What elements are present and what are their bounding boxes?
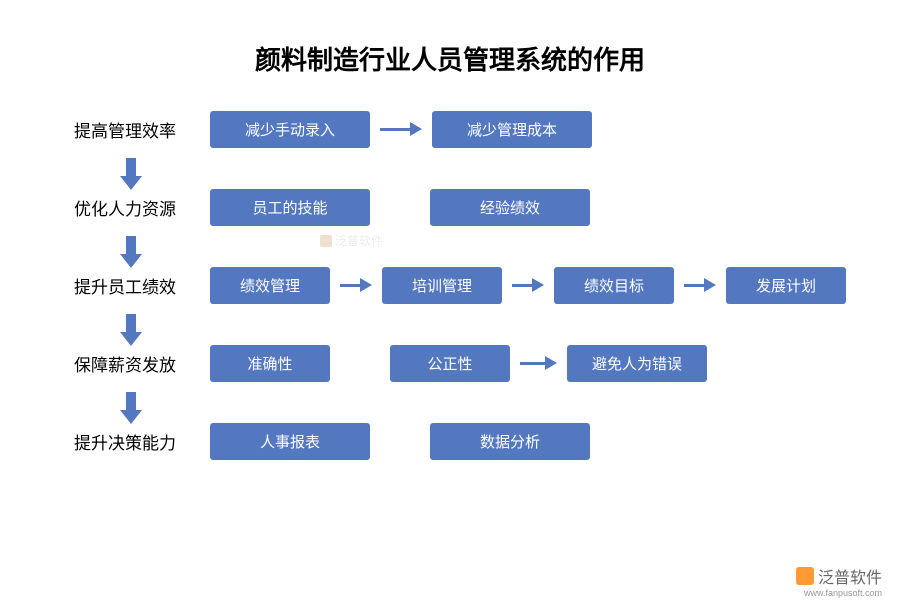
watermark-url: www.fanpusoft.com: [804, 588, 882, 598]
flow-box: 公正性: [390, 345, 510, 382]
arrow-down-icon: [120, 314, 142, 346]
row-boxes: 准确性 公正性 避免人为错误: [210, 345, 707, 382]
watermark-text: 泛普软件: [818, 564, 882, 588]
flow-box: 减少管理成本: [432, 111, 592, 148]
arrow-down-icon: [120, 392, 142, 424]
flow-box: 发展计划: [726, 267, 846, 304]
row-boxes: 员工的技能 经验绩效: [210, 189, 590, 226]
arrow-right-icon: [380, 122, 422, 136]
flow-box: 培训管理: [382, 267, 502, 304]
row-boxes: 人事报表 数据分析: [210, 423, 590, 460]
row-label: 保障薪资发放: [60, 351, 190, 376]
flow-box: 经验绩效: [430, 189, 590, 226]
flow-box: 绩效管理: [210, 267, 330, 304]
row-boxes: 减少手动录入 减少管理成本: [210, 111, 592, 148]
arrow-right-icon: [512, 278, 544, 292]
logo-icon: [796, 567, 814, 585]
diagram-row: 优化人力资源员工的技能 经验绩效: [60, 185, 840, 229]
row-label: 提高管理效率: [60, 117, 190, 142]
arrow-down-icon: [120, 236, 142, 268]
flow-box: 避免人为错误: [567, 345, 707, 382]
flow-box: 准确性: [210, 345, 330, 382]
diagram-row: 提升员工绩效绩效管理培训管理绩效目标发展计划: [60, 263, 840, 307]
arrow-right-icon: [340, 278, 372, 292]
flow-box: 绩效目标: [554, 267, 674, 304]
diagram-row: 提升决策能力人事报表 数据分析: [60, 419, 840, 463]
diagram-row: 提高管理效率减少手动录入 减少管理成本: [60, 107, 840, 151]
arrow-right-icon: [520, 356, 557, 370]
row-label: 优化人力资源: [60, 195, 190, 220]
flow-box: 员工的技能: [210, 189, 370, 226]
flow-box: 减少手动录入: [210, 111, 370, 148]
row-label: 提升员工绩效: [60, 273, 190, 298]
diagram-row: 保障薪资发放准确性 公正性 避免人为错误: [60, 341, 840, 385]
flow-box: 人事报表: [210, 423, 370, 460]
row-boxes: 绩效管理 培训管理 绩效目标 发展计划: [210, 267, 846, 304]
watermark: 泛普软件: [796, 564, 882, 588]
flow-box: 数据分析: [430, 423, 590, 460]
diagram-title: 颜料制造行业人员管理系统的作用: [0, 0, 900, 107]
arrow-right-icon: [684, 278, 716, 292]
arrow-down-icon: [120, 158, 142, 190]
row-label: 提升决策能力: [60, 429, 190, 454]
